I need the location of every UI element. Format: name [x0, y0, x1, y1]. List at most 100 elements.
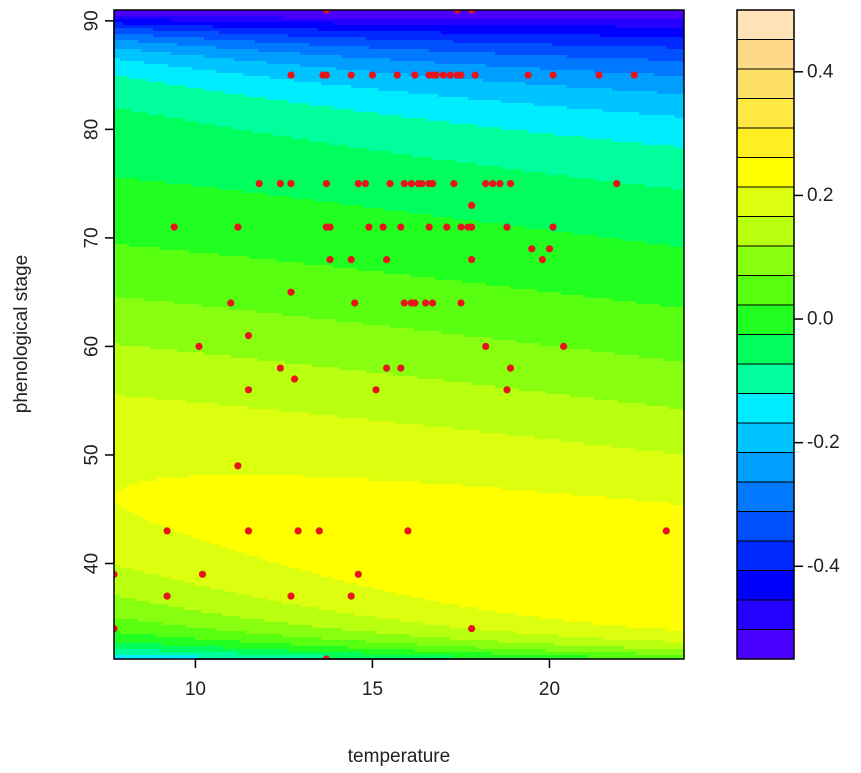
- data-point: [365, 223, 373, 231]
- data-point: [446, 71, 454, 79]
- contour-cell: [537, 490, 684, 494]
- contour-cell: [348, 145, 676, 149]
- contour-cell: [495, 52, 684, 56]
- contour-cell: [114, 211, 409, 215]
- data-point: [368, 71, 376, 79]
- contour-cell: [168, 604, 301, 608]
- contour-cell: [114, 415, 340, 419]
- contour-cell: [333, 22, 684, 26]
- contour-cell: [285, 361, 684, 365]
- contour-cell: [114, 535, 193, 539]
- contour-cell: [363, 652, 493, 656]
- data-point: [471, 71, 479, 79]
- contour-cell: [288, 649, 415, 653]
- contour-cell: [567, 106, 684, 110]
- contour-cell: [333, 265, 684, 269]
- y-axis-label: phenological stage: [11, 255, 32, 413]
- colorbar-segment: [736, 68, 795, 99]
- contour-cell: [639, 112, 684, 116]
- contour-cell: [120, 58, 235, 62]
- contour-cell: [114, 583, 196, 587]
- contour-cell: [138, 619, 265, 623]
- contour-cell: [114, 349, 178, 353]
- data-point: [457, 299, 465, 307]
- contour-cell: [426, 118, 684, 122]
- contour-cell: [114, 73, 244, 77]
- contour-cell: [252, 130, 529, 134]
- contour-cell: [114, 466, 684, 470]
- contour-cell: [114, 196, 292, 200]
- contour-cell: [441, 331, 684, 335]
- data-point: [425, 223, 433, 231]
- contour-cell: [645, 184, 684, 188]
- contour-cell: [114, 433, 508, 437]
- contour-cell: [291, 136, 586, 140]
- contour-cell: [114, 94, 247, 98]
- data-point: [506, 364, 515, 372]
- contour-cell: [162, 643, 292, 647]
- contour-cell: [600, 34, 684, 38]
- contour-cell: [321, 637, 451, 641]
- contour-cell: [114, 577, 172, 581]
- contour-cell: [114, 649, 160, 653]
- contour-cell: [114, 112, 148, 116]
- contour-cell: [114, 385, 496, 389]
- contour-cell: [567, 85, 684, 89]
- contour-cell: [195, 637, 322, 641]
- contour-cell: [114, 472, 684, 476]
- contour-cell: [114, 352, 205, 356]
- y-axis: 40 50 60 70 80 90: [82, 10, 115, 574]
- contour-cell: [411, 274, 684, 278]
- contour-cell: [351, 85, 568, 89]
- data-point: [244, 386, 253, 394]
- data-point: [489, 180, 497, 188]
- contour-cell: [114, 391, 547, 395]
- colorbar-segment: [736, 98, 795, 129]
- contour-cell: [546, 391, 684, 395]
- data-point: [545, 245, 554, 253]
- contour-cell: [120, 631, 247, 635]
- contour-cell: [309, 316, 684, 320]
- contour-cell: [468, 97, 684, 101]
- contour-cell: [528, 130, 684, 134]
- contour-cell: [114, 175, 571, 179]
- contour-cell: [114, 652, 238, 656]
- data-point: [411, 299, 419, 307]
- contour-cell: [585, 442, 684, 446]
- contour-cell: [114, 127, 235, 131]
- x-axis-label: temperature: [348, 746, 450, 767]
- contour-cell: [198, 121, 451, 125]
- contour-cell: [114, 325, 391, 329]
- contour-cell: [309, 412, 684, 416]
- colorbar-frame: [736, 9, 795, 660]
- contour-cell: [114, 514, 139, 518]
- contour-cell: [114, 223, 502, 227]
- contour-cell: [114, 163, 478, 167]
- contour-cell: [114, 118, 184, 122]
- contour-cell: [519, 388, 684, 392]
- contour-cell: [237, 652, 364, 656]
- contour-cell: [114, 379, 445, 383]
- contour-cell: [522, 169, 684, 173]
- contour-cell: [444, 379, 684, 383]
- data-point: [468, 10, 476, 14]
- contour-cell: [114, 19, 172, 23]
- contour-cell: [114, 526, 166, 530]
- data-point: [457, 71, 465, 79]
- colorbar-segment: [736, 334, 795, 365]
- contour-cell: [669, 406, 684, 410]
- contour-cell: [204, 55, 343, 59]
- contour-cell: [114, 484, 130, 488]
- contour-cell: [375, 616, 541, 620]
- data-point: [326, 223, 334, 231]
- contour-cell: [363, 205, 684, 209]
- contour-cell: [369, 478, 684, 482]
- data-point: [322, 180, 330, 188]
- contour-cell: [219, 253, 684, 257]
- contour-cell: [114, 214, 433, 218]
- contour-cell: [672, 187, 684, 191]
- colorbar-segment: [736, 599, 795, 630]
- contour-cell: [129, 76, 271, 80]
- contour-cell: [150, 601, 283, 605]
- contour-cell: [114, 28, 154, 32]
